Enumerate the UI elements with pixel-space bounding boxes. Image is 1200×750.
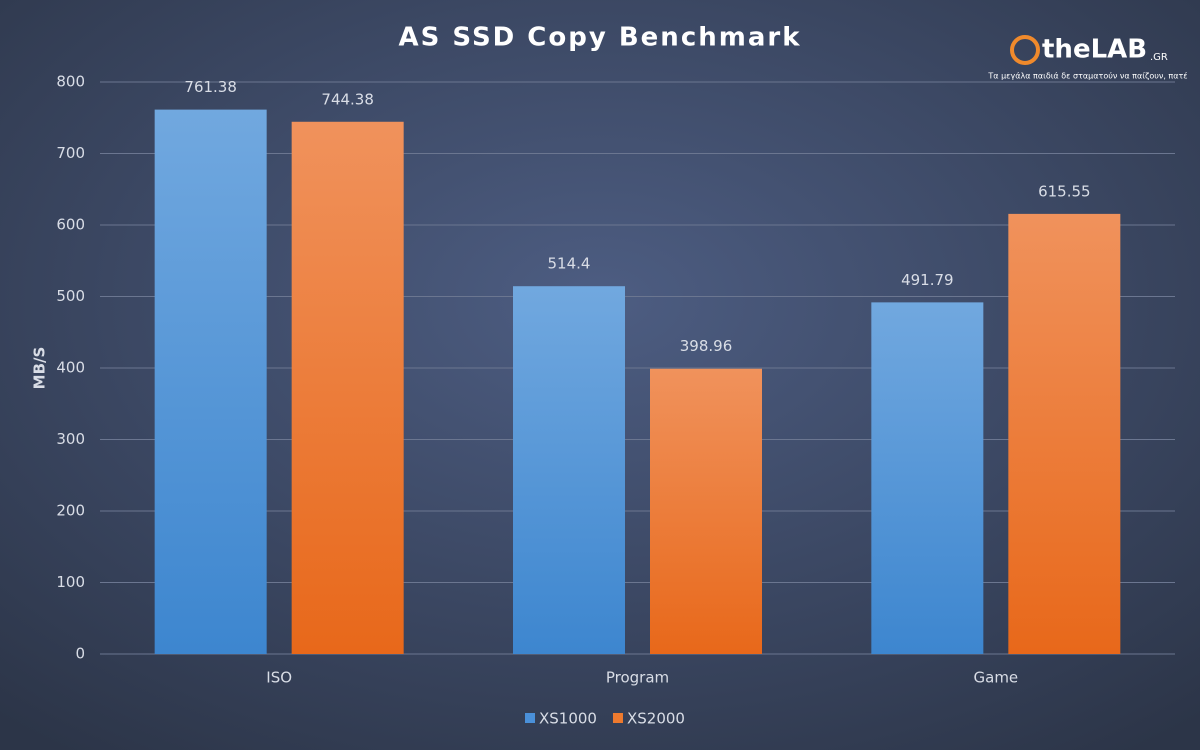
bar — [871, 302, 984, 654]
logo-suffix: .GR — [1150, 52, 1168, 63]
y-tick-label: 800 — [56, 73, 85, 91]
x-tick-label: ISO — [266, 669, 292, 687]
data-label: 491.79 — [901, 271, 954, 289]
y-tick-label: 700 — [56, 144, 85, 162]
bar — [1008, 213, 1121, 654]
data-label: 398.96 — [680, 337, 733, 355]
logo-icon — [1010, 35, 1040, 65]
y-tick-label: 200 — [56, 502, 85, 520]
logo-text: theLAB — [1042, 35, 1147, 65]
bar — [154, 109, 267, 655]
legend-swatch — [612, 713, 623, 723]
data-label: 744.38 — [321, 90, 374, 108]
y-tick-label: 600 — [56, 216, 85, 234]
tagline: Τα μεγάλα παιδιά δε σταματούν να παίζουν… — [987, 71, 1187, 81]
x-tick-label: Game — [974, 669, 1019, 687]
data-label: 514.4 — [548, 255, 591, 273]
y-tick-label: 400 — [56, 359, 85, 377]
x-tick-label: Program — [606, 669, 669, 687]
y-tick-label: 500 — [56, 287, 85, 305]
bar — [650, 368, 762, 654]
bar — [291, 121, 404, 654]
y-tick-label: 0 — [75, 645, 85, 663]
y-axis-label: MB/S — [31, 347, 49, 390]
logo: theLAB .GR Τα μεγάλα παιδιά δε σταματούν… — [987, 35, 1187, 81]
y-tick-label: 300 — [56, 430, 85, 448]
y-tick-label: 100 — [56, 573, 85, 591]
bar — [513, 286, 625, 654]
chart-title: AS SSD Copy Benchmark — [398, 23, 801, 53]
data-label: 761.38 — [184, 78, 237, 96]
legend-swatch — [525, 713, 535, 723]
legend-label: XS1000 — [539, 710, 597, 728]
data-label: 615.55 — [1038, 182, 1091, 200]
legend-label: XS2000 — [627, 710, 685, 728]
